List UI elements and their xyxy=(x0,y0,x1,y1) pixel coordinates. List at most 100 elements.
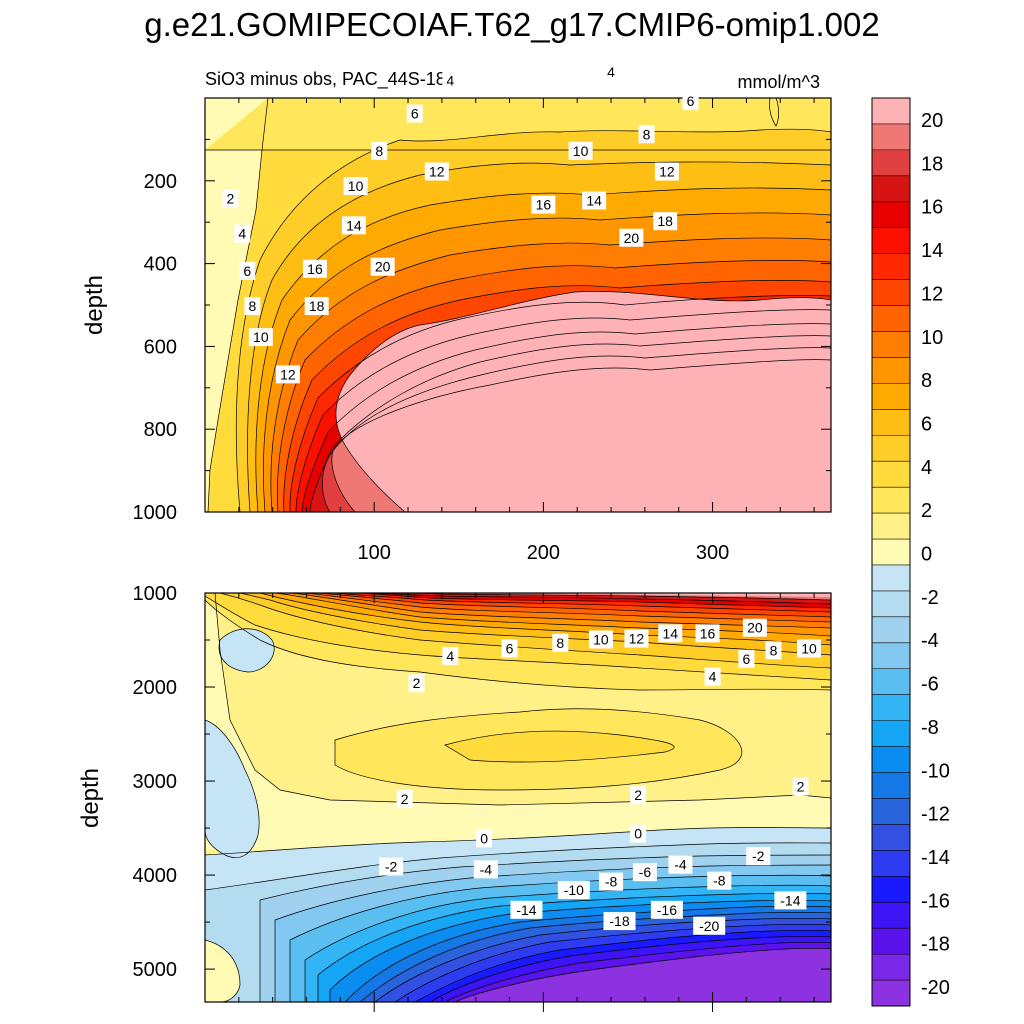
colorbar-swatch xyxy=(872,279,910,306)
colorbar-tick-label: 12 xyxy=(921,283,943,305)
colorbar-tick-label: -2 xyxy=(921,587,939,609)
contour-label-box xyxy=(738,649,755,668)
contour-label-box xyxy=(396,789,413,808)
contour-label-text: 2 xyxy=(634,787,642,803)
colorbar-tick-label: 10 xyxy=(921,327,943,349)
colorbar-tick-label: 18 xyxy=(921,153,943,175)
lower-ytick-label: 2000 xyxy=(133,677,178,699)
contour-label-text: 2 xyxy=(226,190,234,206)
contour-label: 12 xyxy=(624,629,649,648)
contour-label-text: 18 xyxy=(309,298,325,314)
contour-label-box xyxy=(619,228,644,247)
contour-label-box xyxy=(599,872,624,891)
contour-label-text: 12 xyxy=(429,164,445,180)
contour-label-box xyxy=(668,855,693,874)
contour-label-text: 4 xyxy=(446,648,454,664)
colorbar-tick-label: -16 xyxy=(921,890,950,912)
contour-label-text: 4 xyxy=(709,669,717,685)
contour-label-text: 20 xyxy=(747,620,763,636)
contour-label: 4 xyxy=(603,63,620,82)
contour-label-text: 18 xyxy=(657,213,673,229)
contour-label-box xyxy=(704,667,721,686)
contour-label: 6 xyxy=(738,649,755,668)
colorbar-swatch xyxy=(872,824,910,851)
colorbar-tick-label: -12 xyxy=(921,804,950,826)
colorbar-tick-label: 2 xyxy=(921,500,932,522)
contour-label: 16 xyxy=(695,624,720,643)
contour-label-box xyxy=(630,786,647,805)
contour-label-text: 4 xyxy=(446,72,454,88)
contour-label-text: 4 xyxy=(607,64,615,80)
contour-label: 10 xyxy=(568,141,593,160)
contour-label-text: -4 xyxy=(674,857,687,873)
colorbar-tick-label: -14 xyxy=(921,847,950,869)
contour-label-box xyxy=(742,618,767,637)
contour-label: -14 xyxy=(510,900,543,919)
contour-label-text: -6 xyxy=(639,864,652,880)
contour-label-text: -2 xyxy=(752,848,765,864)
colorbar-tick-label: -8 xyxy=(921,717,939,739)
contour-label: 20 xyxy=(370,257,395,276)
contour-label-text: 8 xyxy=(643,126,651,142)
colorbar-tick-label: -10 xyxy=(921,760,950,782)
contour-label: 14 xyxy=(658,624,683,643)
colorbar-swatch xyxy=(872,694,910,721)
contour-label-text: 12 xyxy=(629,631,645,647)
contour-label: -10 xyxy=(557,881,590,900)
contour-label-box xyxy=(557,881,590,900)
contour-label: 10 xyxy=(588,630,613,649)
colorbar-tick-label: -6 xyxy=(921,674,939,696)
contour-label: 16 xyxy=(531,195,556,214)
contour-label-box xyxy=(442,646,459,665)
contour-label: 4 xyxy=(704,667,721,686)
colorbar-swatch xyxy=(872,98,910,125)
upper-ytick-label: 200 xyxy=(144,171,177,193)
lower-ylabel: depth xyxy=(77,768,104,828)
contour-label: 6 xyxy=(682,92,699,111)
contour-label-text: -10 xyxy=(564,882,584,898)
contour-label-box xyxy=(695,624,720,643)
contour-label-box xyxy=(707,871,732,890)
contour-label-box xyxy=(501,639,518,658)
contour-label-text: 20 xyxy=(624,230,640,246)
contour-label: 10 xyxy=(343,177,368,196)
contour-label: 2 xyxy=(408,674,425,693)
contour-label: 12 xyxy=(424,162,449,181)
colorbar-swatch xyxy=(872,461,910,488)
contour-label-box xyxy=(239,261,256,280)
lower-ytick-label: 5000 xyxy=(133,959,178,981)
colorbar-swatch xyxy=(872,487,910,514)
colorbar-swatch xyxy=(872,305,910,332)
upper-ytick-label: 800 xyxy=(144,419,177,441)
contour-label-box xyxy=(424,162,449,181)
contour-label: 4 xyxy=(442,71,459,90)
lower-ytick-label: 4000 xyxy=(133,865,178,887)
contour-label-text: 10 xyxy=(573,143,589,159)
contour-label-box xyxy=(603,63,620,82)
lower-plot-frame xyxy=(204,592,832,1003)
colorbar-swatch xyxy=(872,409,910,436)
contour-label: -6 xyxy=(632,863,657,882)
colorbar-swatch xyxy=(872,564,910,592)
contour-label: 18 xyxy=(653,212,678,231)
contour-label-box xyxy=(302,259,327,278)
colorbar-swatch xyxy=(872,539,910,566)
colorbar-tick-label: 16 xyxy=(921,197,943,219)
contour-label: 14 xyxy=(341,216,366,235)
colorbar-swatch xyxy=(872,435,910,462)
contour-label-text: 8 xyxy=(770,642,778,658)
colorbar-tick-label: 0 xyxy=(921,544,932,566)
contour-label-text: 6 xyxy=(687,93,695,109)
contour-label: 2 xyxy=(396,789,413,808)
contour-label-text: -4 xyxy=(480,861,493,877)
contour-label-box xyxy=(588,630,613,649)
contour-label-text: 6 xyxy=(506,640,514,656)
colorbar-frame xyxy=(871,97,911,1007)
contour-label: -18 xyxy=(603,912,636,931)
contour-label-box xyxy=(765,641,782,660)
contour-label-box xyxy=(624,629,649,648)
contour-label-text: -8 xyxy=(713,873,726,889)
contour-label-box xyxy=(531,195,556,214)
contour-label-text: -14 xyxy=(780,892,800,908)
